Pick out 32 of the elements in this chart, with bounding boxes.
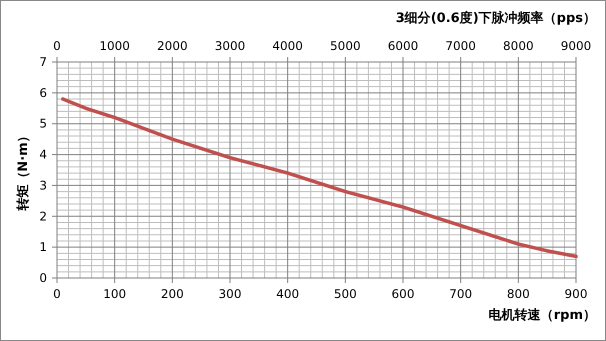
x-tick-label: 700 <box>449 287 472 301</box>
y-tick-label: 4 <box>39 148 47 162</box>
x-tick-label: 400 <box>276 287 300 301</box>
x2-tick-label: 1000 <box>99 39 130 53</box>
x-tick-label: 800 <box>506 287 530 301</box>
x-tick-label: 200 <box>160 287 184 301</box>
x2-tick-label: 0 <box>53 39 61 53</box>
x-tick-label: 0 <box>53 287 61 301</box>
line-series <box>61 97 578 258</box>
x2-tick-label: 3000 <box>214 39 246 53</box>
x2-tick-label: 6000 <box>388 39 418 53</box>
x2-tick-label: 7000 <box>445 39 476 53</box>
y-tick-label: 6 <box>39 86 47 100</box>
x2-axis-title: 3细分(0.6度)下脉冲频率（pps） <box>396 10 596 26</box>
y-tick-label: 5 <box>39 116 47 131</box>
y-axis-title: 转矩（N·m） <box>16 129 31 212</box>
x-tick-label: 600 <box>392 287 414 301</box>
x-tick-label: 500 <box>334 287 357 301</box>
x-axis-title: 电机转速（rpm） <box>488 308 596 323</box>
x2-tick-label: 5000 <box>330 39 361 53</box>
x2-tick-label: 2000 <box>157 39 188 53</box>
x-tick-label: 300 <box>218 287 242 301</box>
x2-tick-label: 4000 <box>272 39 303 53</box>
x2-tick-label: 9000 <box>560 39 592 53</box>
y-tick-label: 3 <box>39 178 47 192</box>
x2-tick-label: 8000 <box>503 39 534 53</box>
y-tick-label: 2 <box>39 209 47 224</box>
x-tick-label: 900 <box>564 287 588 301</box>
y-tick-label: 7 <box>39 55 47 69</box>
y-tick-label: 1 <box>39 240 47 254</box>
y-tick-label: 0 <box>39 271 47 285</box>
x-tick-label: 100 <box>103 287 126 301</box>
